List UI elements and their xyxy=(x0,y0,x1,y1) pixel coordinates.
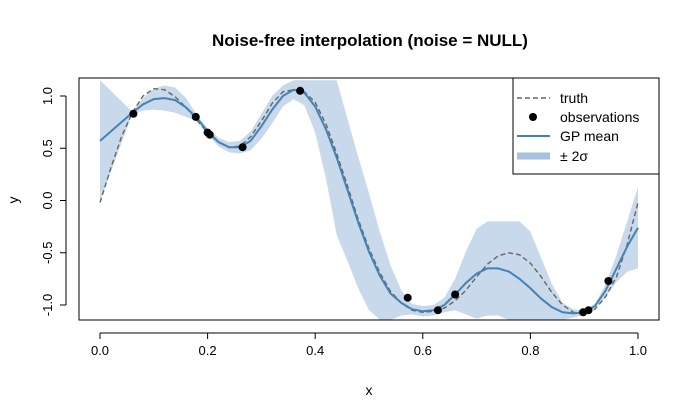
x-tick-label: 0.0 xyxy=(91,343,109,358)
plot-frame xyxy=(78,77,660,321)
x-axis-label: x xyxy=(366,382,373,398)
observation-point-layer xyxy=(129,86,613,317)
observation-point xyxy=(191,112,200,121)
x-tick-label: 0.2 xyxy=(199,343,217,358)
observation-point xyxy=(433,306,442,315)
y-tick-label: 0.0 xyxy=(40,191,55,209)
y-tick-label: -1.0 xyxy=(40,294,55,316)
x-tick-label: 0.6 xyxy=(414,343,432,358)
observation-point xyxy=(238,143,247,152)
observation-point xyxy=(584,306,593,315)
chart-title: Noise-free interpolation (noise = NULL) xyxy=(212,31,528,50)
gp-mean-line xyxy=(99,88,639,315)
x-axis: 0.0 0.2 0.4 0.6 0.8 1.0 xyxy=(91,332,647,358)
legend-truth-label: truth xyxy=(560,90,588,106)
x-tick-label: 1.0 xyxy=(629,343,647,358)
legend-observations-swatch xyxy=(529,113,537,121)
series-line-layer xyxy=(99,87,639,315)
observation-point xyxy=(205,130,214,139)
observation-point xyxy=(296,86,305,95)
observation-point xyxy=(129,109,138,118)
legend-gp-mean-label: GP mean xyxy=(560,128,619,144)
x-tick-label: 0.8 xyxy=(521,343,539,358)
y-axis: -1.0 -0.5 0.0 0.5 1.0 xyxy=(40,87,67,316)
x-tick-label: 0.4 xyxy=(306,343,324,358)
observation-point xyxy=(403,293,412,302)
observation-point xyxy=(604,277,613,285)
y-axis-label: y xyxy=(5,197,21,204)
y-tick-label: 1.0 xyxy=(40,87,55,105)
confidence-band xyxy=(100,80,638,320)
legend-observations-label: observations xyxy=(560,109,639,125)
observation-point xyxy=(451,290,460,299)
confidence-band-layer xyxy=(100,80,638,320)
y-tick-label: -0.5 xyxy=(40,242,55,264)
legend-band-label: ± 2σ xyxy=(560,148,588,164)
y-tick-label: 0.5 xyxy=(40,139,55,157)
legend: truth observations GP mean ± 2σ xyxy=(512,77,660,175)
